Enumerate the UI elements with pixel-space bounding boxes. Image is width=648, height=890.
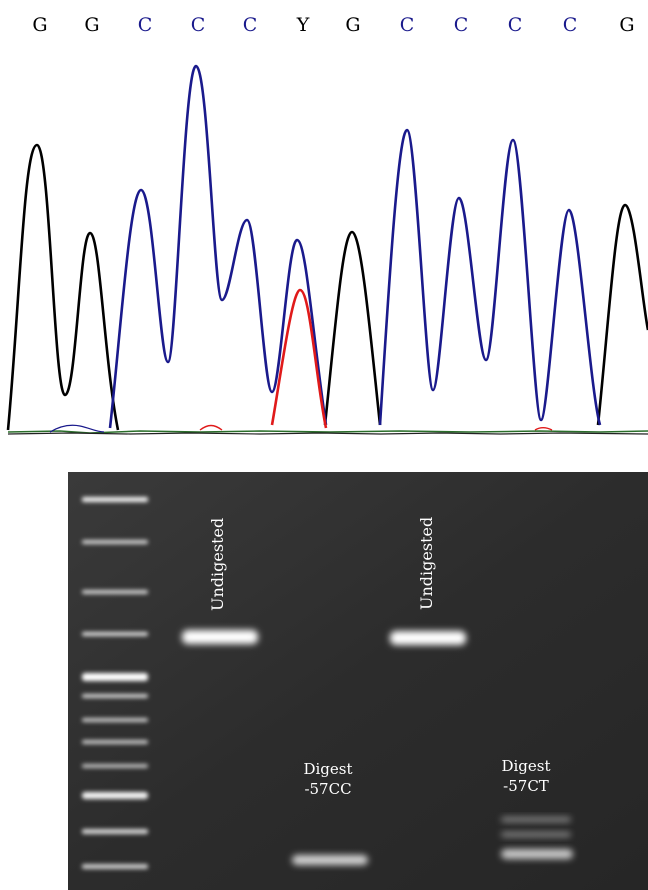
base-call: C	[190, 14, 206, 36]
base-call: C	[507, 14, 523, 36]
ladder-band	[82, 764, 148, 768]
g-trace	[6, 143, 648, 431]
digest-ct-band	[501, 817, 571, 822]
base-call: C	[137, 14, 153, 36]
digest-cc-line1: Digest	[303, 760, 353, 778]
sample-bands	[182, 630, 573, 865]
base-call: C	[242, 14, 258, 36]
gel-bands	[68, 472, 648, 890]
baseline-black	[7, 432, 648, 435]
undigested-band-1	[182, 630, 258, 644]
ladder-lane	[82, 497, 148, 869]
digest-ct-line2: -57CT	[503, 777, 549, 795]
digest-cc-line2: -57CC	[304, 780, 352, 798]
ladder-band	[82, 497, 148, 502]
base-call: C	[453, 14, 469, 36]
base-call: G	[345, 14, 361, 36]
undigested-label-2: Undigested	[417, 516, 436, 610]
sequence-chromatogram: G G C C C Y G C C C C G	[6, 14, 648, 435]
trace-plot	[6, 64, 648, 435]
t-trace-noise	[199, 424, 553, 431]
digest-cc-band	[292, 855, 368, 865]
digest-ct-band	[501, 832, 571, 837]
c-trace	[108, 64, 602, 429]
digest-ct-label: Digest -57CT	[488, 756, 564, 796]
ladder-band	[82, 792, 148, 799]
base-call: Y	[296, 14, 310, 36]
base-call: G	[32, 14, 48, 36]
ladder-band	[82, 632, 148, 636]
ladder-band	[82, 673, 148, 681]
ladder-band	[82, 718, 148, 722]
digest-cc-label: Digest -57CC	[290, 759, 366, 799]
base-call: G	[84, 14, 100, 36]
ladder-band	[82, 740, 148, 744]
ladder-band	[82, 540, 148, 544]
ladder-band	[82, 694, 148, 698]
digest-ct-line1: Digest	[501, 757, 551, 775]
digest-ct-band	[501, 849, 573, 859]
t-trace	[270, 288, 328, 429]
undigested-band-2	[390, 631, 466, 645]
ladder-band	[82, 864, 148, 869]
baseline-blue	[49, 424, 105, 433]
undigested-label-1: Undigested	[208, 517, 227, 611]
ladder-band	[82, 590, 148, 594]
base-call: G	[619, 14, 635, 36]
base-call: C	[562, 14, 578, 36]
base-call: C	[399, 14, 415, 36]
agarose-gel-image: Undigested Undigested Digest -57CC Diges…	[68, 472, 648, 890]
ladder-band	[82, 829, 148, 834]
